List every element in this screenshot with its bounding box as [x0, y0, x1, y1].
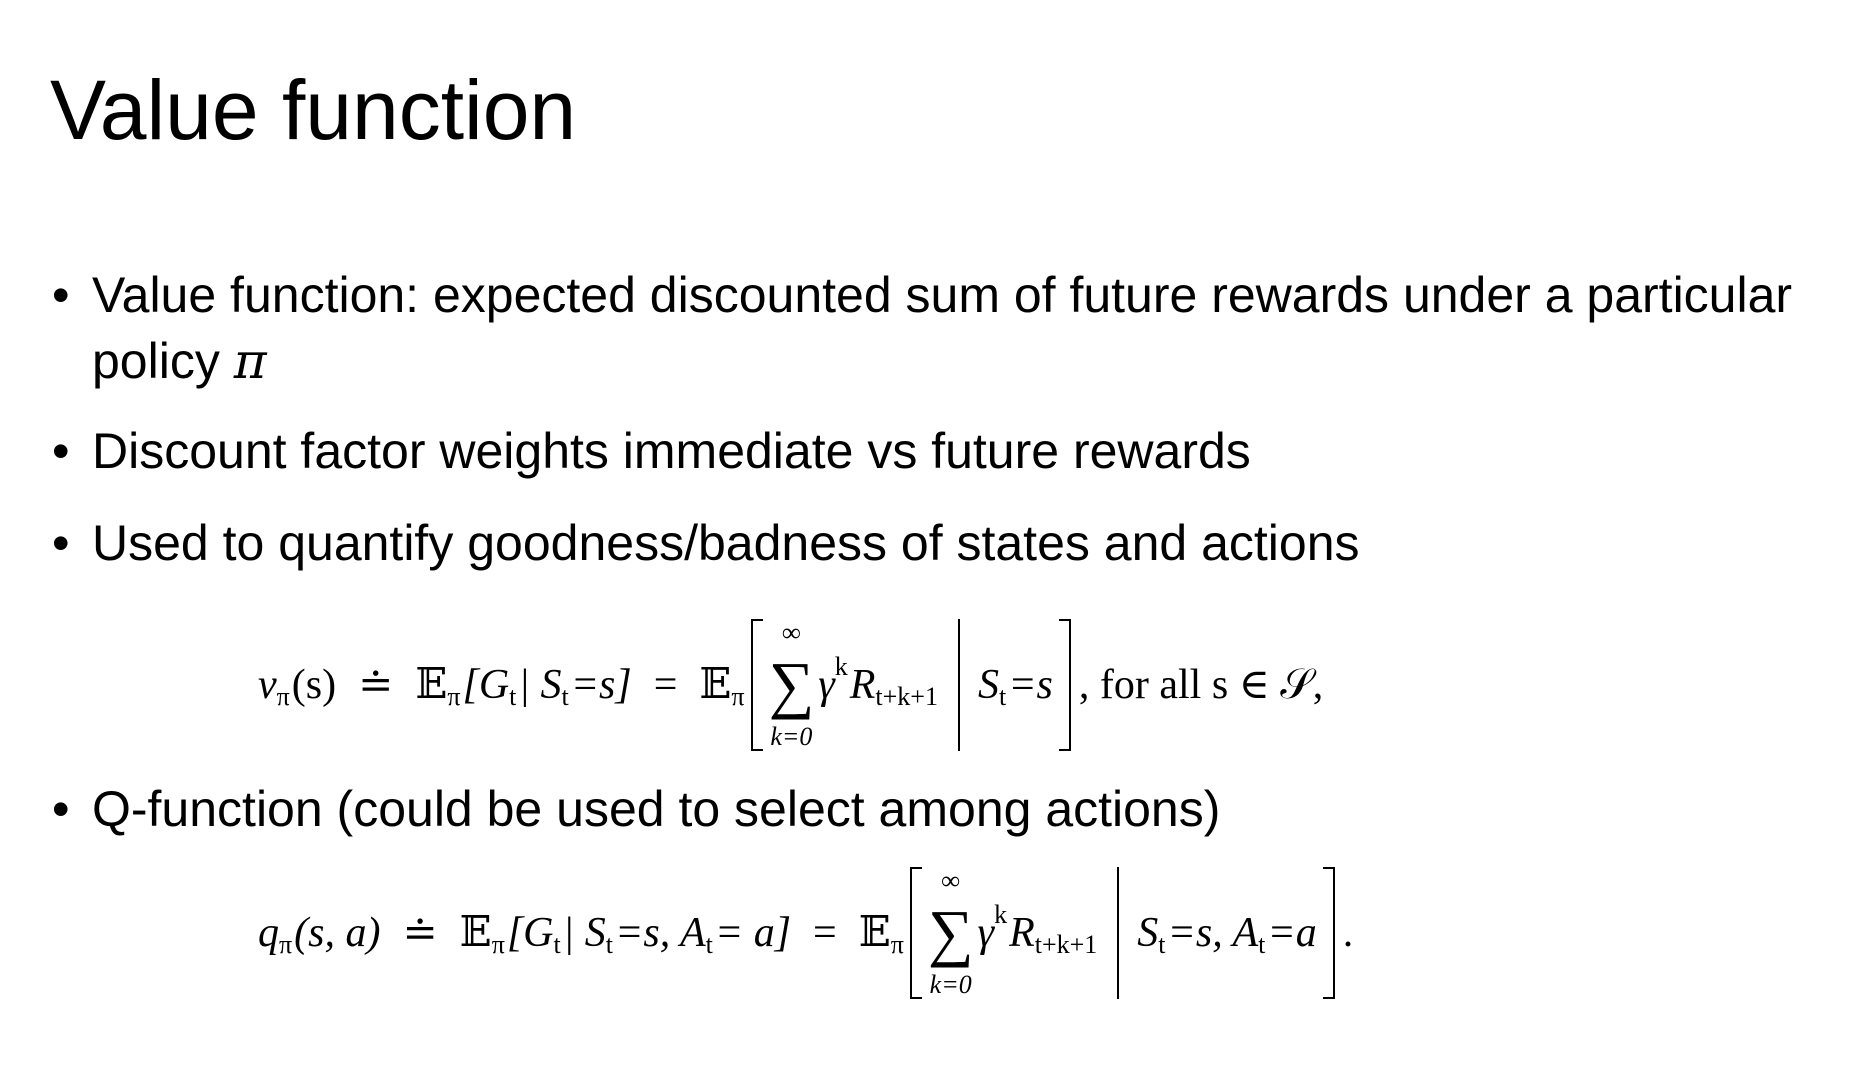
eq-sub: t	[553, 930, 561, 959]
right-bracket	[1322, 867, 1335, 999]
bullet-dot: •	[52, 423, 70, 479]
bullet-text: Used to quantify goodness/badness of sta…	[92, 515, 1360, 571]
bullet-text: Q-function (could be used to select amon…	[92, 781, 1221, 837]
eq-text: S	[977, 662, 999, 708]
eq-text: = a]	[714, 910, 792, 956]
bullet-dot: •	[52, 267, 70, 323]
eq-text: | S	[562, 910, 606, 956]
eq-lhs: q	[258, 910, 279, 956]
eq-tail: .	[1342, 910, 1354, 956]
eq-text: =s, A	[1167, 910, 1259, 956]
eq-sub: t+k+1	[1034, 930, 1098, 959]
eq-text: S	[1137, 910, 1159, 956]
conditional-bar	[1117, 867, 1120, 999]
bullet-value-function: • Value function: expected discounted su…	[52, 262, 1812, 394]
eq-sub: t	[561, 682, 569, 711]
bullet-text: Discount factor weights immediate vs fut…	[92, 423, 1251, 479]
left-bracket	[909, 867, 922, 999]
bullet-text: Value function: expected discounted sum …	[92, 267, 1793, 389]
summation: ∞ ∑ k=0	[928, 867, 974, 999]
slide-title: Value function	[50, 63, 577, 157]
eq-sub: t+k+1	[875, 682, 938, 711]
eq-defeq: ≐	[402, 910, 438, 956]
eq-tail: , for all s ∈ 𝒮,	[1078, 662, 1324, 708]
eq-equals: =	[653, 662, 678, 708]
bullet-dot: •	[52, 781, 70, 837]
eq-expectation: 𝔼	[459, 910, 492, 956]
eq-expectation: 𝔼	[699, 662, 732, 708]
left-bracket	[750, 619, 763, 751]
eq-sub: π	[447, 682, 461, 711]
sum-lower: k=0	[770, 722, 813, 751]
eq-sub: π	[890, 930, 904, 959]
eq-sup: k	[834, 652, 848, 681]
eq-text: =s]	[570, 662, 632, 708]
eq-sub: t	[605, 930, 614, 959]
summation: ∞ ∑ k=0	[769, 619, 815, 751]
eq-text: =s	[1008, 662, 1053, 708]
sigma-symbol: ∑	[927, 897, 974, 968]
eq-gamma: γ	[977, 910, 995, 956]
eq-sub: t	[1258, 930, 1266, 959]
eq-reward: R	[849, 662, 876, 708]
sum-upper: ∞	[941, 866, 960, 895]
bullet-goodness: • Used to quantify goodness/badness of s…	[52, 510, 1812, 576]
eq-args: (s, a)	[294, 910, 381, 956]
eq-sub: π	[276, 682, 290, 711]
eq-text: =s, A	[615, 910, 706, 956]
eq-expectation: 𝔼	[415, 662, 448, 708]
right-bracket	[1058, 619, 1071, 751]
eq-expectation: 𝔼	[858, 910, 891, 956]
eq-sub: π	[279, 930, 293, 959]
eq-text: [G	[462, 662, 510, 708]
eq-defeq: ≐	[358, 662, 394, 708]
eq-gamma: γ	[818, 662, 835, 708]
eq-sup: k	[994, 900, 1008, 929]
eq-sub: t	[509, 682, 517, 711]
bullet-discount-factor: • Discount factor weights immediate vs f…	[52, 418, 1812, 484]
eq-sub: π	[731, 682, 745, 711]
pi-symbol: π	[233, 332, 267, 390]
bullet-dot: •	[52, 515, 70, 571]
eq-text: =a	[1267, 910, 1317, 956]
eq-sub: t	[998, 682, 1007, 711]
sum-lower: k=0	[929, 970, 972, 999]
eq-text: | S	[518, 662, 562, 708]
eq-equals: =	[813, 910, 837, 956]
eq-lhs: v	[258, 662, 277, 708]
eq-sub: π	[491, 930, 505, 959]
eq-text: [G	[506, 910, 554, 956]
bullet-q-function: • Q-function (could be used to select am…	[52, 776, 1812, 842]
eq-reward: R	[1009, 910, 1035, 956]
eq-sub: t	[705, 930, 713, 959]
eq-sub: t	[1158, 930, 1166, 959]
conditional-bar	[957, 619, 960, 751]
eq-args: (s)	[291, 662, 337, 708]
sum-upper: ∞	[782, 618, 801, 647]
sigma-symbol: ∑	[768, 649, 815, 720]
